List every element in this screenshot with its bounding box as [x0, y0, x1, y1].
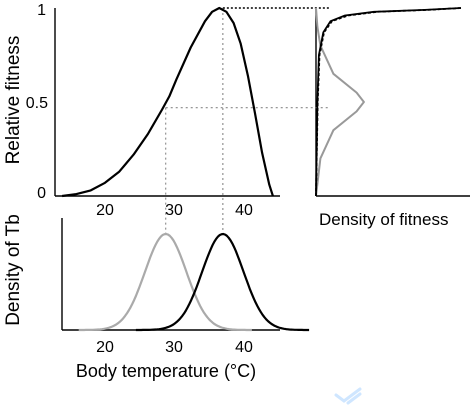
fitness-density-line-0 — [315, 7, 365, 197]
fitness-y-tick-0: 0 — [37, 185, 46, 202]
fitness-x-tick-40: 40 — [235, 202, 253, 219]
fitness-y-tick-1: 1 — [37, 2, 46, 19]
tb-density-line-0 — [78, 232, 252, 332]
fitness-density-line-2 — [315, 7, 462, 197]
fitness-curve-line-0 — [61, 6, 274, 198]
fitness-density-x-label: Density of fitness — [319, 210, 448, 229]
watermark-mark — [334, 387, 362, 405]
tb-x-tick-20: 20 — [96, 339, 114, 356]
tb-x-tick-30: 30 — [165, 339, 183, 356]
tb-x-tick-40: 40 — [235, 339, 253, 356]
fitness-density-line-1 — [315, 7, 462, 197]
fitness-x-tick-30: 30 — [165, 202, 183, 219]
fitness-x-tick-20: 20 — [96, 202, 114, 219]
tb-density-line-1 — [135, 232, 310, 332]
tb-x-label: Body temperature (°C) — [76, 361, 256, 381]
tb-y-label: Density of Tb — [3, 214, 24, 326]
fitness-y-tick-0.5: 0.5 — [26, 95, 48, 112]
fitness-y-label: Relative fitness — [3, 36, 24, 165]
